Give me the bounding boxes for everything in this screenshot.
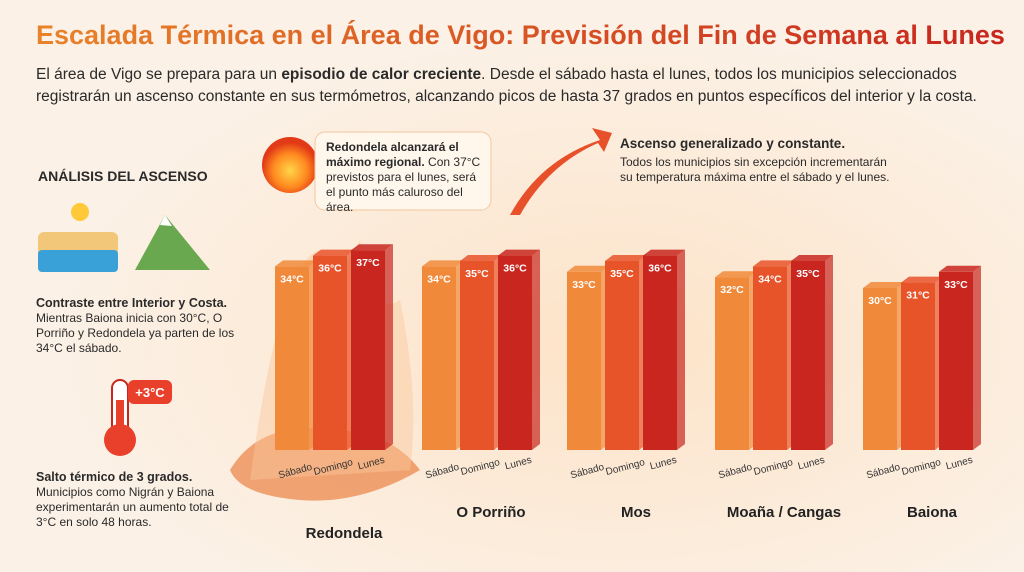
day-label: Sábado [717, 462, 754, 482]
bar [422, 266, 456, 450]
value-label: 35°C [465, 268, 489, 280]
bar [275, 266, 309, 450]
day-label: Domingo [460, 457, 502, 478]
callout-box [314, 131, 492, 211]
bar-side [677, 249, 685, 450]
beach-water [38, 250, 118, 272]
day-label: Sábado [569, 462, 606, 482]
bar-top [791, 255, 833, 261]
subtitle-bold: episodio de calor creciente [281, 66, 482, 83]
sidebar-block: Salto térmico de 3 grados. Municipios com… [36, 470, 236, 530]
value-label: 34°C [758, 273, 782, 285]
bar [939, 271, 973, 450]
subtitle-part: . Desde el sábado hasta el lunes, todos … [36, 66, 977, 105]
bar [715, 277, 749, 450]
bar-side [973, 265, 981, 450]
bar-top [313, 249, 355, 256]
day-label: Lunes [797, 455, 826, 473]
day-label: Domingo [753, 457, 795, 478]
callout-text: Todos los municipios sin excepción incre… [620, 155, 890, 184]
callout: Ascenso generalizado y constante. Todos l… [620, 136, 900, 185]
bar [567, 271, 601, 450]
sun [71, 203, 89, 221]
category-label: Mos [621, 504, 651, 521]
bar-top [753, 260, 795, 267]
bar-top [567, 265, 609, 272]
bar [901, 282, 935, 450]
category-label: Baiona [907, 504, 958, 521]
bar-side [825, 255, 833, 450]
value-label: 32°C [720, 284, 744, 296]
category-label: O Porriño [456, 504, 525, 521]
value-label: 36°C [318, 263, 342, 275]
fire-icon [262, 137, 318, 193]
value-label: 34°C [427, 273, 451, 285]
bar [605, 261, 639, 450]
trend-arrow [510, 128, 612, 215]
day-label: Sábado [424, 462, 461, 482]
bar-side [532, 249, 540, 450]
thermometer-level [116, 400, 124, 440]
value-label: 34°C [280, 273, 304, 285]
day-label: Lunes [504, 455, 533, 473]
block-title: Contraste entre Interior y Costa. [36, 296, 228, 310]
bar-top [643, 249, 685, 256]
value-label: 31°C [906, 290, 930, 302]
subtitle-part: El área de Vigo se prepara para un [36, 66, 282, 83]
sidebar-heading: ANÁLISIS DEL ASCENSO [38, 168, 208, 184]
value-label: 35°C [796, 268, 820, 280]
value-label: 36°C [648, 263, 672, 275]
badge-bg [128, 380, 172, 404]
callout: Redondela alcanzará el máximo regional. … [326, 140, 486, 215]
callout-text: Con 37°C previstos para el lunes, será e… [326, 155, 481, 214]
category-label: Moaña / Cangas [727, 504, 841, 521]
bar [643, 255, 677, 450]
bar-top [715, 271, 757, 278]
block-title: Salto térmico de 3 grados. [36, 470, 193, 484]
category-label: Redondela [306, 525, 383, 542]
subtitle: El área de Vigo se prepara para un episo… [36, 64, 996, 108]
callout-title: Redondela alcanzará el máximo regional. [326, 140, 459, 169]
bar-top [498, 249, 540, 256]
sidebar-block: Contraste entre Interior y Costa. Mientra… [36, 296, 236, 356]
bar [498, 255, 532, 450]
mountain-snow [160, 215, 172, 226]
bar-top [422, 260, 464, 267]
bar [863, 288, 897, 450]
bar [351, 250, 385, 450]
bar-top [275, 260, 317, 267]
block-text: Mientras Baiona inicia con 30°C, O Porri… [36, 311, 235, 355]
title: Escalada Térmica en el Área de Vigo: Pre… [36, 20, 1005, 50]
bar-top [605, 255, 647, 261]
bar-top [939, 265, 981, 272]
bar-top [863, 282, 905, 288]
value-label: 33°C [944, 279, 968, 291]
mountain-icon [135, 215, 210, 270]
badge-text: +3°C [135, 385, 165, 400]
bar-top [901, 276, 943, 283]
bar-top [460, 255, 502, 261]
bar-side [385, 244, 393, 450]
bar [791, 261, 825, 450]
block-text: Municipios como Nigrán y Baiona experime… [36, 485, 229, 529]
value-label: 33°C [572, 279, 596, 291]
value-label: 30°C [868, 295, 892, 307]
bar [460, 261, 494, 450]
day-label: Domingo [605, 457, 647, 478]
value-label: 37°C [356, 257, 380, 269]
callout-title: Ascenso generalizado y constante. [620, 136, 846, 151]
bar [313, 255, 347, 450]
bar [753, 266, 787, 450]
value-label: 35°C [610, 268, 634, 280]
value-label: 36°C [503, 263, 527, 275]
bar-top [351, 244, 393, 251]
day-label: Sábado [865, 462, 902, 482]
day-label: Lunes [945, 455, 974, 473]
day-label: Lunes [649, 455, 678, 473]
day-label: Domingo [901, 457, 943, 478]
